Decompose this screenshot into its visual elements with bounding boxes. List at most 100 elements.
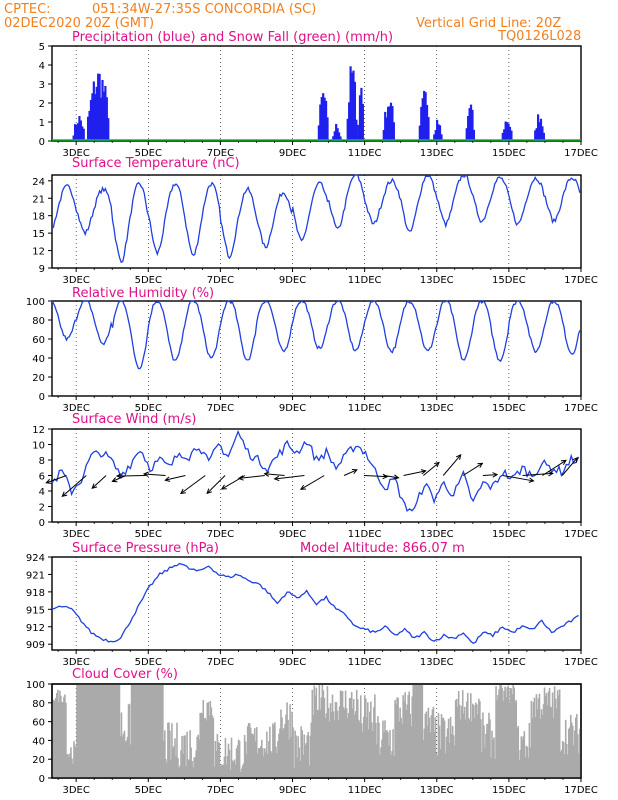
cloud-bar [85,684,87,778]
precip-bar [433,134,436,141]
cloud-bar [167,722,169,778]
wind-arrow-shaft [522,472,553,476]
cloud-bar [288,739,290,778]
cloud-bar [265,752,267,778]
cloud-bar [139,684,142,778]
cloud-bar [571,726,574,778]
x-tick-label: 5DEC [135,403,162,414]
cloud-bar [287,719,289,778]
cloud-bar [215,750,218,778]
precip-bar [508,126,512,141]
cloud-bar [59,690,61,778]
y-tick-label: 918 [26,588,45,599]
precip-bar [420,106,423,141]
cloud-bar [206,703,209,778]
cloud-bar [545,693,548,778]
precip-bar [335,123,338,141]
cloud-bar [232,761,235,778]
cloud-bar [190,747,192,778]
cloud-bar [474,718,476,778]
cloud-bar [370,701,372,778]
cloud-bar [564,719,567,778]
cloud-bar [74,745,76,778]
cloud-bar [541,714,544,778]
precip-bar [542,132,545,141]
cloud-bar [523,731,526,778]
cloud-bar [328,721,331,778]
cloud-bar [456,706,459,778]
cloud-bar [177,758,179,778]
cloud-bar [366,716,368,778]
cloud-bar [511,694,514,778]
cloud-bar [579,728,581,778]
y-tick-label: 915 [26,605,45,616]
cloud-bar [295,735,297,778]
cloud-bar [578,752,580,778]
cloud-bar [560,749,563,778]
x-tick-label: 11DEC [348,657,382,668]
x-tick-label: 7DEC [207,529,234,540]
cloud-bar [497,695,499,778]
wind-arrow-head [206,488,213,495]
cloud-bar [248,723,251,778]
cloud-bar [367,702,369,778]
cloud-bar [322,690,325,778]
cloud-bar [379,754,381,778]
wind-arrow-shaft [46,475,67,484]
cloud-bar [209,700,212,778]
cloud-bar [249,727,252,778]
cloud-bar [256,753,259,778]
y-tick-label: 18 [32,212,45,223]
precip-bar [317,125,320,141]
cloud-bar [152,684,155,778]
cloud-bar [407,695,410,778]
cloud-bar [107,684,110,778]
cloud-bar [494,758,496,778]
cloud-bar [96,684,99,778]
x-tick-label: 9DEC [279,657,306,668]
cloud-bar [368,729,370,778]
cloud-bar [70,747,72,778]
cloud-bar [275,746,277,778]
cloud-bar [217,741,220,778]
cloud-bar [301,730,303,778]
cloud-bar [518,760,521,778]
cloud-bar [214,741,217,778]
cloud-bar [436,755,439,778]
cloud-bar [111,684,114,778]
cloud-bar [173,746,175,778]
cloud-bar [314,695,317,778]
cloud-bar [151,684,154,778]
cloud-bar [220,764,223,778]
precip-bar [76,123,80,141]
cloud-bar [513,687,516,778]
cloud-bar [273,725,275,778]
cloud-bar [426,725,429,778]
precip-bar [349,66,352,141]
cloud-bar [163,740,165,778]
cloud-bar [349,697,352,778]
cloud-bar [373,707,375,778]
cloud-bar [257,748,260,778]
cloud-bar [448,743,451,778]
cloud-bar [531,717,534,778]
y-tick-label: 8 [39,456,45,467]
cloud-bar [155,684,158,778]
cloud-bar [158,684,160,778]
cloud-bar [561,740,564,778]
wind-arrow-shaft [482,474,498,476]
cloud-bar [540,709,543,778]
cloud-bar [398,721,400,778]
wind-arrow-head [548,470,554,477]
cloud-bar [188,760,190,778]
cloud-bar [393,756,395,778]
cloud-bar [198,739,201,778]
cloud-bar [306,735,309,778]
cloud-bar [149,684,152,778]
y-tick-label: 20 [32,755,45,766]
cloud-bar [570,722,573,778]
cloud-bar [168,722,170,778]
cloud-bar [285,714,287,778]
precip-bar [472,129,476,141]
wind-arrow-shaft [274,475,305,480]
